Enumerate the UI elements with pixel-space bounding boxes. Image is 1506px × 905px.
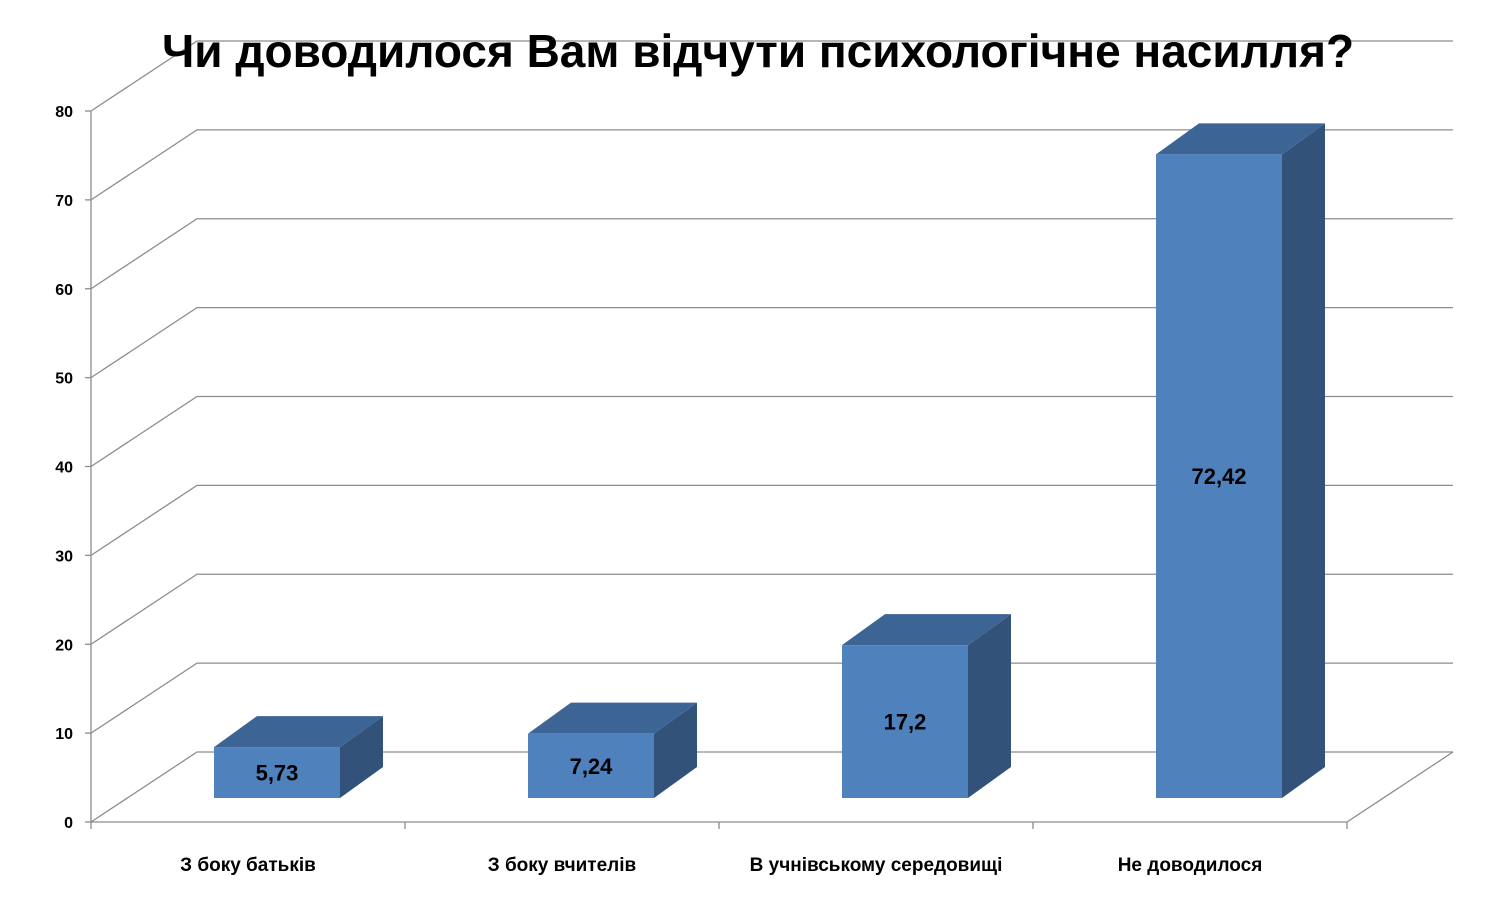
bar: 5,73	[214, 716, 383, 798]
bar-side	[654, 702, 697, 798]
bar-top	[1156, 123, 1325, 155]
bar-top	[214, 716, 383, 748]
bar-side	[1282, 123, 1325, 798]
axes: 0 10 20 30 40 50 60 70 80 З боку батьків З боку вч…	[55, 104, 1348, 876]
data-label: 5,73	[256, 761, 299, 786]
bar-front	[842, 645, 968, 798]
chart-title: Чи доводилося Вам відчути психологічне н…	[162, 25, 1354, 77]
y-tick-label: 0	[64, 815, 73, 832]
bar-front	[528, 733, 654, 798]
gridline	[90, 40, 1453, 112]
data-label: 17,2	[884, 710, 927, 735]
x-tick-label: В учнівському середовищі	[750, 855, 1003, 876]
gridline	[90, 129, 1453, 201]
bar-front	[214, 747, 340, 798]
bar-side	[340, 716, 383, 798]
data-label: 72,42	[1191, 464, 1246, 489]
x-tick-label: Не доводилося	[1118, 855, 1263, 876]
y-tick-label: 40	[55, 460, 73, 477]
y-tick-label: 30	[55, 548, 73, 565]
gridline	[90, 306, 1453, 379]
bar-side	[968, 614, 1011, 798]
gridline	[90, 484, 1453, 556]
y-tick-label: 70	[55, 193, 73, 210]
gridline	[90, 573, 1453, 645]
gridline	[90, 751, 1453, 823]
x-tick-label: З боку батьків	[180, 855, 316, 876]
bar-top	[528, 702, 697, 734]
y-tick-label: 60	[55, 282, 73, 299]
y-tick-label: 80	[55, 104, 73, 121]
bar-top	[842, 614, 1011, 646]
data-label: 7,24	[570, 754, 614, 779]
gridline	[90, 395, 1453, 468]
y-tick-label: 50	[55, 371, 73, 388]
bar: 17,2	[842, 614, 1011, 798]
x-tick-label: З боку вчителів	[488, 855, 636, 876]
bar-front	[1156, 154, 1282, 798]
bars: 5,73 7,24 17,2 72,42	[214, 123, 1325, 798]
bar: 7,24	[528, 702, 697, 798]
y-tick-label: 10	[55, 726, 73, 743]
gridline	[90, 218, 1453, 290]
gridline	[90, 662, 1453, 734]
y-tick-label: 20	[55, 637, 73, 654]
chart-walls	[90, 40, 1454, 823]
bar: 72,42	[1156, 123, 1325, 798]
